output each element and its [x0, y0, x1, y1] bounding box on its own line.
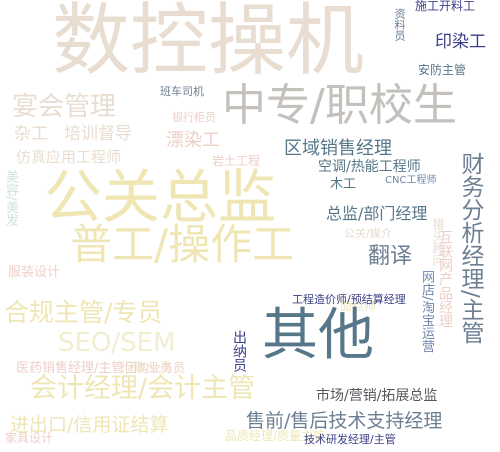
cloud-word: 出纳员 — [231, 330, 247, 372]
cloud-word: 其他 — [262, 303, 374, 368]
cloud-word: 市场/营销/拓展总监 — [316, 388, 438, 404]
cloud-word: 翻译 — [368, 244, 413, 269]
cloud-word: 家具设计 — [5, 431, 54, 445]
cloud-word: 会计经理/会计主管 — [30, 373, 256, 404]
cloud-word: 数控操机 — [52, 0, 365, 86]
cloud-word: 团购业务员 — [125, 361, 186, 375]
cloud-word: 互联网产品经理 — [437, 230, 453, 328]
cloud-word: 木工 — [330, 177, 357, 192]
cloud-word: 岩土工程 — [212, 154, 261, 168]
cloud-word: 进出口/信用证结算 — [10, 414, 169, 436]
cloud-word: 公关总监 — [44, 163, 277, 231]
cloud-word: 杂工 — [14, 124, 48, 144]
cloud-word: 工程造价师/预结算经理 — [292, 293, 406, 306]
cloud-word: 美容/美发 — [3, 170, 18, 227]
cloud-word: 施工开料工 — [415, 0, 476, 13]
cloud-word: 资料员 — [393, 8, 406, 41]
cloud-word: 财务分析经理/主管 — [457, 152, 483, 344]
cloud-word: 公关/媒介 — [344, 227, 392, 240]
cloud-word: 总监/部门经理 — [326, 204, 428, 223]
cloud-word: 合规主管/专员 — [4, 298, 163, 327]
cloud-word: 服装设计 — [8, 265, 61, 280]
cloud-word: 空调/热能工程师 — [318, 159, 421, 175]
cloud-word: 区域销售经理 — [284, 138, 392, 159]
cloud-word: 医药销售经理/主管 — [16, 361, 125, 376]
cloud-word: 安防主管 — [418, 63, 467, 77]
cloud-word: 印染工 — [435, 32, 486, 52]
cloud-word: 漂染工 — [166, 130, 220, 151]
cloud-word: 技术研发经理/主管 — [304, 433, 396, 446]
cloud-word: 中专/职校生 — [222, 80, 457, 131]
cloud-word: SEO/SEM — [58, 328, 176, 358]
cloud-word: 面点师 — [340, 299, 377, 313]
cloud-word: 银行柜员 — [172, 111, 216, 124]
cloud-word: CNC工程师 — [385, 175, 437, 186]
cloud-word: 培训督导 — [64, 124, 132, 144]
cloud-word: 普工/操作工 — [70, 220, 295, 269]
cloud-word: 网店/淘宝运营 — [419, 270, 434, 353]
cloud-word: 行政专员 — [120, 361, 173, 376]
cloud-word: 猎头顾问 — [431, 218, 445, 266]
cloud-word: 品质经理/质量主管 — [225, 429, 326, 443]
cloud-word: 宴会管理 — [12, 92, 117, 122]
cloud-word: 仿真应用工程师 — [16, 148, 122, 166]
cloud-word: 售前/售后技术支持经理 — [246, 410, 443, 432]
cloud-word: 班车司机 — [160, 85, 204, 98]
